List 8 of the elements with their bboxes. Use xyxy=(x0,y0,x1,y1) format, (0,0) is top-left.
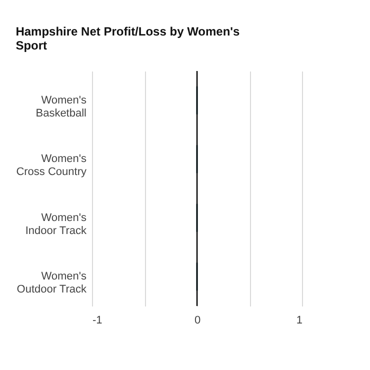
y-tick-label: Women's Indoor Track xyxy=(25,212,87,237)
y-tick-label: Women's Cross Country xyxy=(16,153,87,178)
chart-title: Hampshire Net Profit/Loss by Women's Sport xyxy=(16,24,240,52)
y-tick-label: Women's Outdoor Track xyxy=(16,270,87,296)
x-tick-label: 1 xyxy=(296,314,302,326)
x-tick-label: 0 xyxy=(194,314,201,326)
y-tick-label: Women's Basketball xyxy=(36,94,87,120)
x-tick-label: -1 xyxy=(92,314,102,326)
